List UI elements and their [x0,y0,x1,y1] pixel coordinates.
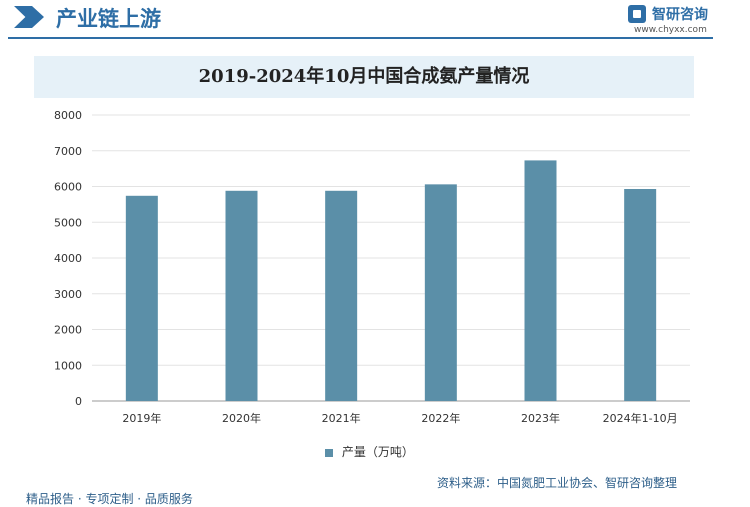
bar [125,195,158,401]
x-tick-label: 2020年 [222,411,261,425]
legend-label: 产量（万吨） [341,445,414,459]
y-tick-label: 8000 [54,109,82,122]
legend-swatch [325,448,333,457]
top-bar: 产业链上游 智研咨询 www.chyxx.com [0,0,750,40]
y-tick-label: 1000 [54,359,82,372]
bar [325,190,358,401]
y-tick-label: 3000 [54,288,82,301]
bar [225,190,258,401]
title-underline [8,37,713,39]
brand-name: 智研咨询 [652,7,708,23]
bar [624,189,657,401]
chart-header: 2019-2024年10月中国合成氨产量情况 [34,56,694,98]
y-tick-label: 6000 [54,181,82,194]
section-title: 产业链上游 [56,6,161,31]
x-tick-label: 2021年 [322,411,361,425]
x-tick-label: 2022年 [421,411,460,425]
bar [524,160,557,401]
y-tick-label: 0 [75,395,82,408]
footer-tagline: 精品报告 · 专项定制 · 品质服务 [26,492,193,506]
y-tick-label: 7000 [54,145,82,158]
chart-title: 2019-2024年10月中国合成氨产量情况 [198,66,530,87]
y-tick-label: 5000 [54,216,82,229]
x-tick-label: 2019年 [122,411,161,425]
y-tick-label: 2000 [54,324,82,337]
x-tick-label: 2024年1-10月 [603,411,678,425]
legend: 产量（万吨） [325,443,414,460]
brand-logo-icon [628,5,646,23]
arrow-icon [14,6,44,28]
brand-url: www.chyxx.com [634,25,707,35]
y-tick-label: 4000 [54,252,82,265]
source-note: 资料来源：中国氮肥工业协会、智研咨询整理 [437,476,678,490]
x-tick-label: 2023年 [521,411,560,425]
bar [424,184,457,401]
